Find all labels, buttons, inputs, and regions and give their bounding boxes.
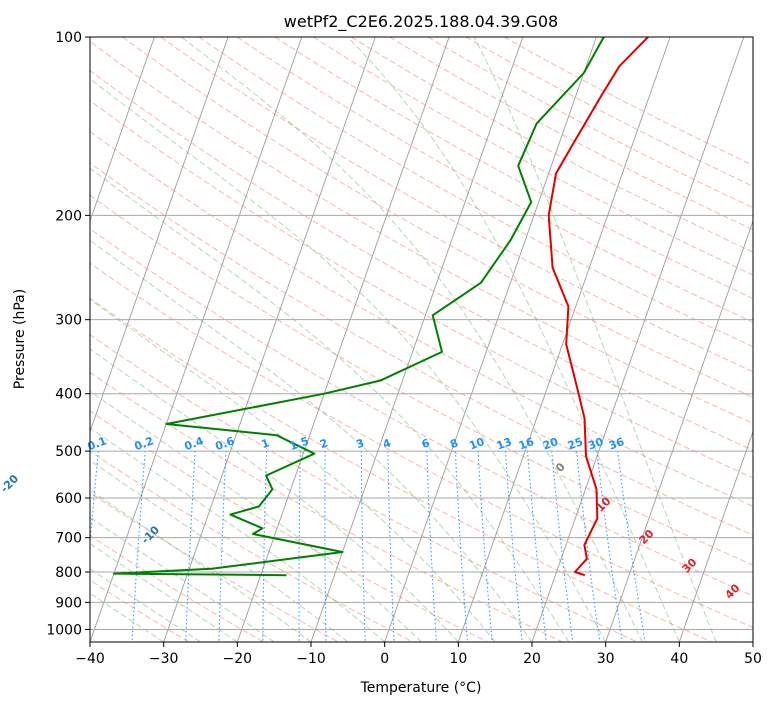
x-tick-label: −20 (223, 651, 253, 667)
y-tick-label: 700 (55, 531, 82, 547)
y-tick-label: 100 (55, 30, 82, 46)
x-tick-label: 0 (380, 651, 389, 667)
chart-title: wetPf2_C2E6.2025.188.04.39.G08 (284, 12, 558, 32)
y-tick-label: 900 (55, 595, 82, 611)
x-tick-label: 40 (670, 651, 688, 667)
y-tick-label: 600 (55, 491, 82, 507)
x-tick-label: 10 (449, 651, 467, 667)
y-tick-label: 400 (55, 387, 82, 403)
y-tick-label: 1000 (46, 622, 82, 638)
y-tick-label: 800 (55, 565, 82, 581)
y-tick-label: 300 (55, 313, 82, 329)
x-tick-label: 30 (597, 651, 615, 667)
y-tick-label: 500 (55, 444, 82, 460)
x-axis-label: Temperature (°C) (360, 680, 482, 696)
y-tick-label: 200 (55, 208, 82, 224)
x-tick-label: 20 (523, 651, 541, 667)
x-tick-label: −30 (149, 651, 179, 667)
x-tick-label: 50 (744, 651, 762, 667)
x-tick-label: −10 (296, 651, 326, 667)
x-tick-label: −40 (75, 651, 105, 667)
y-axis-label: Pressure (hPa) (12, 289, 28, 389)
